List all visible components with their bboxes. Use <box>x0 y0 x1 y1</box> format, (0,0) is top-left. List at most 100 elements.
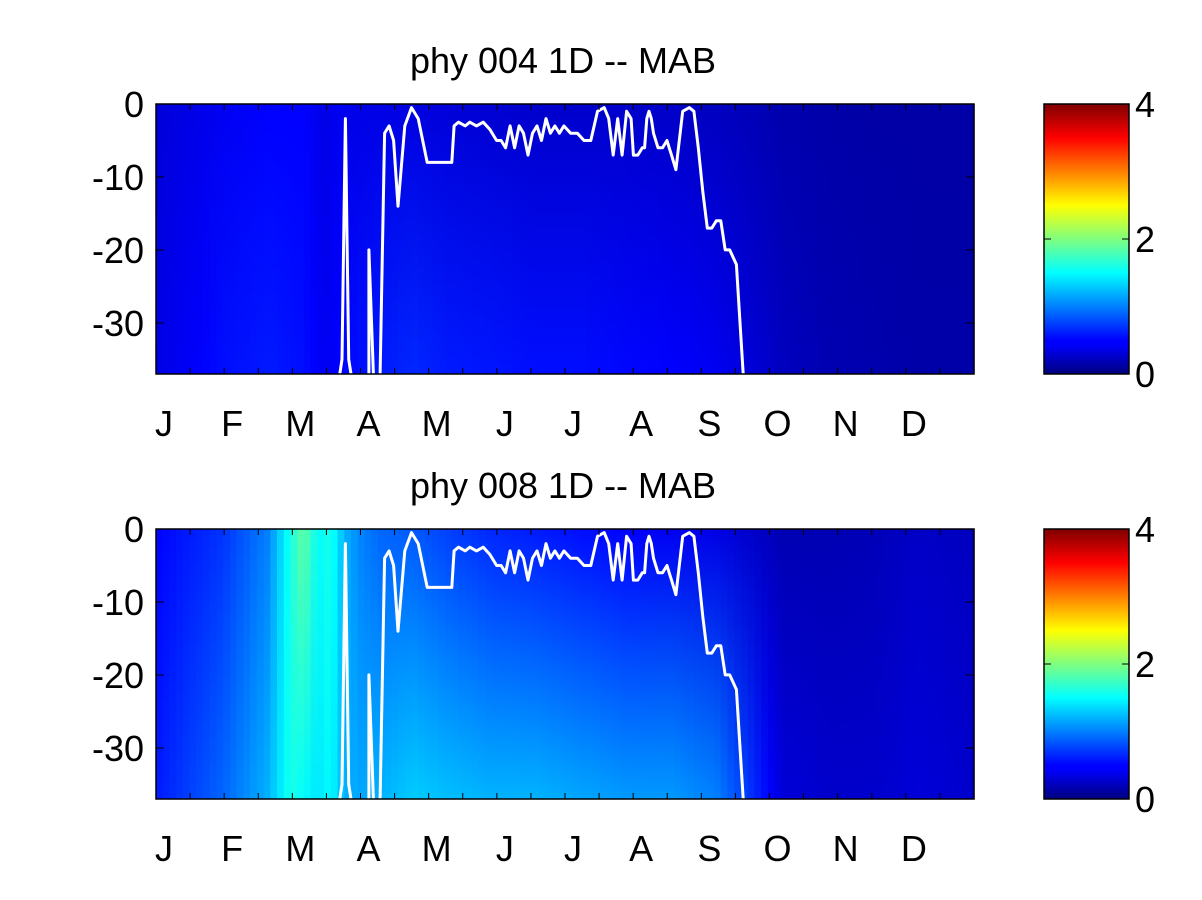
heatmap-cell <box>263 104 271 374</box>
heatmap-cell <box>303 529 312 799</box>
heatmap-cell <box>398 529 406 799</box>
colorbar-tick-label: 2 <box>1135 219 1155 260</box>
heatmap-cell <box>660 529 668 799</box>
x-tick-label: M <box>422 403 452 444</box>
heatmap-cell <box>619 529 628 799</box>
heatmap-cell <box>599 104 608 374</box>
x-tick-label: N <box>833 828 859 869</box>
heatmap-cell <box>330 529 339 799</box>
heatmap-cell <box>156 104 164 374</box>
heatmap-cell <box>646 529 655 799</box>
mld-segment <box>367 248 375 375</box>
heatmap-cell <box>182 529 191 799</box>
heatmap-cell <box>418 104 426 374</box>
x-tick-label: J <box>496 403 514 444</box>
heatmap-cell <box>935 529 944 799</box>
heatmap-cell <box>283 529 292 799</box>
heatmap-cell <box>371 104 379 374</box>
x-tick-label: J <box>564 403 582 444</box>
heatmap-cell <box>317 104 325 374</box>
heatmap-cell <box>687 104 695 374</box>
heatmap-cell <box>929 529 937 799</box>
y-tick-label: -30 <box>92 728 144 769</box>
heatmap-cell <box>263 529 271 799</box>
heatmap-cell <box>203 529 211 799</box>
heatmap-cell <box>747 529 755 799</box>
heatmap-cell <box>364 104 372 374</box>
heatmap-cell <box>290 104 298 374</box>
heatmap-cell <box>693 529 702 799</box>
heatmap-cell <box>828 529 836 799</box>
heatmap-cell <box>680 104 688 374</box>
heatmap-cell <box>915 104 924 374</box>
mld-segment <box>367 673 375 800</box>
heatmap-cell <box>640 104 648 374</box>
heatmap-cell <box>626 104 634 374</box>
heatmap-cell <box>539 104 547 374</box>
heatmap-cell <box>653 104 661 374</box>
heatmap-cell <box>478 104 487 374</box>
heatmap-cell <box>384 529 392 799</box>
heatmap-cell <box>882 104 890 374</box>
colorbar-ticks: 0 2 4 <box>1044 509 1155 820</box>
heatmap-cell <box>545 104 554 374</box>
heatmap-cell <box>956 104 964 374</box>
heatmap-cell <box>660 104 668 374</box>
heatmap-cell <box>707 104 715 374</box>
heatmap-cell <box>277 104 285 374</box>
heatmap-cell <box>841 529 850 799</box>
heatmap-cell <box>424 529 433 799</box>
heatmap-cell <box>559 104 567 374</box>
heatmap-cell <box>626 529 634 799</box>
heatmap-cell <box>317 529 325 799</box>
heatmap-cell <box>734 529 742 799</box>
colorbar <box>1043 103 1130 375</box>
colorbar-tick-label: 4 <box>1135 84 1155 125</box>
heatmap-cell <box>861 529 870 799</box>
heatmap-cell <box>915 529 924 799</box>
heatmap-cell <box>956 529 964 799</box>
heatmap-cell <box>465 104 473 374</box>
heatmap-cell <box>888 104 897 374</box>
heatmap-cell <box>303 104 312 374</box>
mixed-layer-line <box>338 531 745 800</box>
heatmap-cell <box>498 529 507 799</box>
heatmap-cell <box>350 529 359 799</box>
heatmap-cell <box>888 529 897 799</box>
heatmap-cell <box>250 104 258 374</box>
x-tick-label: A <box>629 828 653 869</box>
y-tick-label: -30 <box>92 303 144 344</box>
heatmap-cell <box>411 529 419 799</box>
colorbar-tick-label: 0 <box>1135 354 1155 395</box>
heatmap-cell <box>431 104 439 374</box>
heatmap-cell <box>653 529 661 799</box>
heatmap-cell <box>229 104 238 374</box>
heatmap-cell <box>471 529 480 799</box>
heatmap-cell <box>357 529 366 799</box>
panel-title: phy 004 1D -- MAB <box>410 40 716 81</box>
heatmap-cell <box>969 529 975 799</box>
heatmap-cell <box>633 529 641 799</box>
heatmap-cell <box>337 104 345 374</box>
panel-title: phy 008 1D -- MAB <box>410 465 716 506</box>
heatmap-cell <box>613 529 621 799</box>
heatmap-cell <box>821 529 829 799</box>
heatmap-cell <box>566 104 574 374</box>
heatmap-cell <box>357 104 366 374</box>
heatmap-cell <box>156 529 164 799</box>
heatmap-cell <box>404 104 413 374</box>
heatmap-cell <box>693 104 702 374</box>
heatmap-cell <box>256 104 265 374</box>
heatmap-cell <box>330 104 339 374</box>
heatmap-cell <box>223 529 231 799</box>
heatmap-cell <box>324 104 332 374</box>
heatmap-cell <box>458 104 466 374</box>
colorbar-tick-label: 4 <box>1135 509 1155 550</box>
heatmap-cell <box>545 529 554 799</box>
heatmap-cell <box>270 104 278 374</box>
heatmap-cell <box>774 529 782 799</box>
heatmap-cell <box>761 104 769 374</box>
heatmap-area <box>156 104 975 374</box>
heatmap-cell <box>828 104 836 374</box>
y-tick-label: 0 <box>124 509 144 550</box>
